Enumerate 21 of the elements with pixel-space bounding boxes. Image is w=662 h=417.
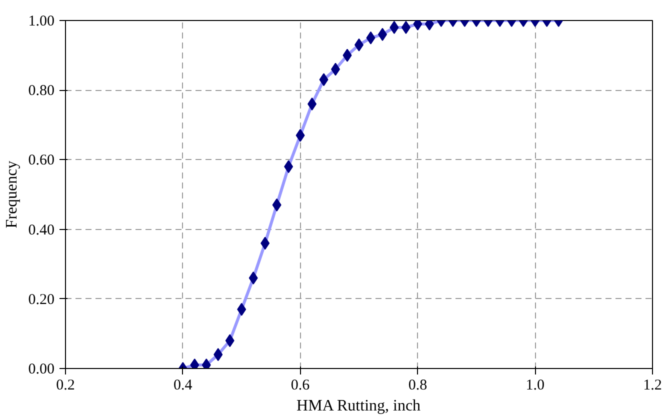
point	[260, 236, 270, 250]
point	[284, 160, 294, 174]
x-axis-title: HMA Rutting, inch	[296, 398, 421, 414]
y-tick-label: 0.40	[28, 222, 54, 238]
point	[214, 348, 223, 362]
point	[272, 198, 282, 212]
x-tick-label: 1.0	[526, 378, 544, 394]
y-tick-label: 0.80	[28, 83, 54, 100]
x-tick-label: 0.2	[56, 378, 75, 394]
x-tick-label: 0.4	[174, 378, 193, 394]
y-tick-label: 1.00	[28, 14, 54, 30]
point	[237, 302, 246, 316]
x-tick-label: 0.8	[408, 378, 428, 394]
y-tick-label: 0.00	[28, 362, 54, 378]
point	[225, 334, 234, 348]
y-axis-title: Frequency	[3, 160, 20, 228]
point	[248, 272, 258, 285]
y-tick-label: 0.60	[28, 152, 54, 169]
x-tick-label: 0.6	[290, 378, 310, 394]
y-tick-label: 0.20	[28, 292, 54, 308]
x-tick-label: 1.2	[643, 378, 662, 394]
